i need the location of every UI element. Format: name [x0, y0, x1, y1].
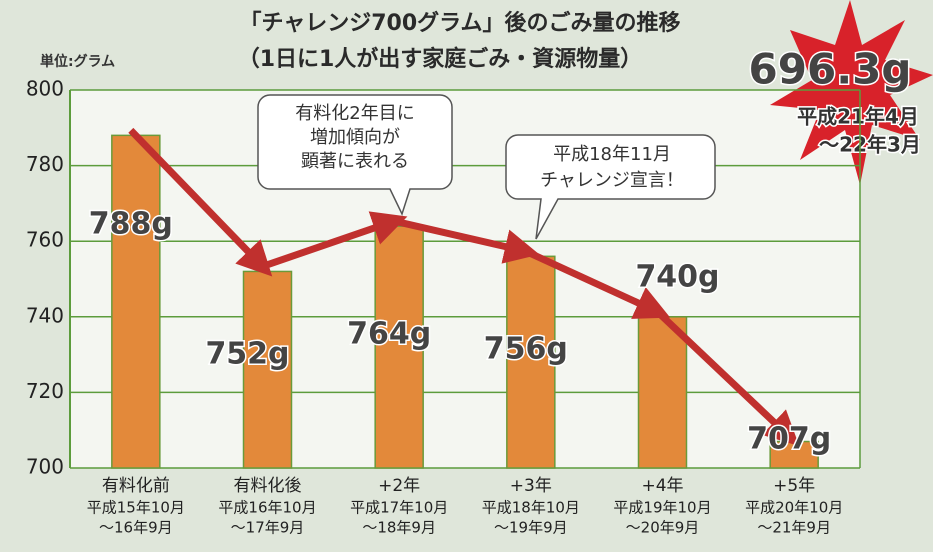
- y-tick-label: 720: [26, 379, 64, 403]
- chart-title: 「チャレンジ700グラム」後のごみ量の推移: [239, 10, 680, 36]
- value-label: 764g: [347, 317, 431, 352]
- value-label: 740g: [635, 260, 719, 295]
- x-tick-sublabel: 平成20年10月: [745, 499, 843, 517]
- chart-subtitle: （1日に1人が出す家庭ごみ・資源物量）: [238, 46, 643, 72]
- highlight-period: 平成21年4月: [797, 105, 919, 129]
- bar: [639, 317, 687, 468]
- x-tick-sublabel: ～19年9月: [494, 519, 568, 537]
- x-tick-label: +4年: [641, 476, 683, 496]
- x-tick-label: +5年: [773, 476, 815, 496]
- x-tick-label: 有料化前: [102, 476, 170, 496]
- x-tick-sublabel: 平成18年10月: [482, 499, 580, 517]
- x-tick-sublabel: 平成15年10月: [87, 499, 185, 517]
- x-tick-label: 有料化後: [234, 476, 302, 496]
- x-tick-label: +3年: [510, 476, 552, 496]
- bar: [112, 135, 160, 468]
- y-tick-label: 760: [26, 228, 64, 252]
- value-label: 752g: [205, 337, 289, 372]
- x-tick-label: +2年: [378, 476, 420, 496]
- plot-area: [70, 90, 860, 468]
- y-axis-label: 単位:グラム: [40, 53, 115, 70]
- chart: 「チャレンジ700グラム」後のごみ量の推移 （1日に1人が出す家庭ごみ・資源物量…: [0, 0, 933, 552]
- x-tick-sublabel: ～16年9月: [99, 519, 173, 537]
- callout-text: チャレンジ宣言！: [540, 170, 684, 191]
- x-tick-sublabel: ～18年9月: [362, 519, 436, 537]
- x-tick-sublabel: 平成17年10月: [350, 499, 448, 517]
- y-tick-label: 700: [26, 455, 64, 479]
- highlight-value: 696.3g: [749, 45, 912, 94]
- callout-text: 有料化2年目に: [295, 103, 414, 124]
- y-tick-label: 740: [26, 303, 64, 327]
- callout-text: 増加傾向が: [310, 127, 400, 148]
- x-tick-sublabel: ～20年9月: [626, 519, 700, 537]
- value-label: 756g: [484, 332, 568, 367]
- value-label: 707g: [747, 422, 831, 457]
- y-tick-label: 780: [26, 152, 64, 176]
- x-tick-sublabel: 平成19年10月: [613, 499, 711, 517]
- highlight-period: ～22年3月: [819, 133, 921, 157]
- x-tick-sublabel: 平成16年10月: [218, 499, 316, 517]
- callout-text: 顕著に表れる: [301, 151, 409, 172]
- x-tick-sublabel: ～17年9月: [231, 519, 305, 537]
- callout-text: 平成18年11月: [553, 144, 671, 165]
- value-label: 788g: [89, 207, 173, 242]
- x-tick-sublabel: ～21年9月: [757, 519, 831, 537]
- y-tick-label: 800: [26, 77, 64, 101]
